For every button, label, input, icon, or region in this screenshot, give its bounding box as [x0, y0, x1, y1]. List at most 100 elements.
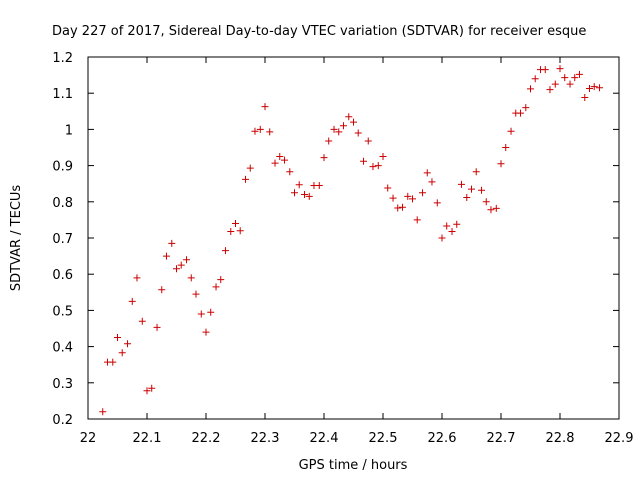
- x-tick-label: 22.2: [192, 431, 221, 446]
- x-tick-label: 22.7: [487, 431, 516, 446]
- data-point: [468, 185, 475, 193]
- data-point: [472, 168, 480, 176]
- data-point: [586, 84, 593, 92]
- data-point: [227, 227, 235, 235]
- data-point: [315, 182, 323, 190]
- data-point: [556, 65, 564, 73]
- data-point: [507, 127, 515, 135]
- y-axis: 0.2 0.3 0.4 0.5 0.6 0.7 0.8 0.9 1 1.1 1.2: [52, 51, 619, 428]
- data-point: [99, 408, 107, 416]
- data-point: [242, 175, 250, 183]
- data-point: [590, 83, 598, 91]
- data-point: [581, 94, 589, 102]
- data-point: [487, 206, 495, 214]
- x-tick-label: 22.8: [546, 431, 575, 446]
- data-point: [492, 204, 500, 212]
- y-tick-label: 0.8: [52, 196, 73, 211]
- data-point: [502, 144, 510, 151]
- data-point: [197, 310, 205, 318]
- data-point: [301, 191, 309, 199]
- data-point: [232, 220, 239, 228]
- data-point: [374, 162, 382, 170]
- data-point: [246, 164, 254, 172]
- data-point: [162, 252, 170, 260]
- data-point: [364, 137, 372, 145]
- data-point: [295, 181, 303, 189]
- data-point: [497, 160, 505, 168]
- y-tick-label: 0.4: [52, 341, 73, 356]
- data-point: [138, 317, 146, 325]
- data-point: [207, 308, 215, 316]
- data-point: [128, 297, 136, 305]
- data-point: [173, 265, 180, 273]
- data-point: [192, 290, 200, 298]
- data-point: [541, 66, 549, 74]
- data-point: [379, 153, 387, 161]
- data-point: [453, 220, 461, 228]
- data-point: [419, 189, 427, 197]
- x-tick-label: 22: [80, 431, 97, 446]
- data-point: [571, 74, 579, 82]
- x-tick-label: 22.5: [369, 431, 398, 446]
- data-point: [236, 227, 244, 235]
- data-point: [345, 113, 353, 121]
- data-point: [148, 384, 156, 392]
- data-point: [305, 192, 313, 200]
- data-point: [276, 153, 284, 161]
- data-point: [177, 261, 185, 269]
- x-axis-label: GPS time / hours: [299, 458, 408, 473]
- data-point: [384, 184, 392, 192]
- data-point: [546, 86, 554, 94]
- data-point: [212, 283, 220, 291]
- plot-frame: [87, 56, 620, 420]
- data-point: [133, 274, 141, 282]
- data-point: [271, 159, 279, 167]
- data-point: [596, 84, 604, 92]
- chart-title: Day 227 of 2017, Sidereal Day-to-day VTE…: [52, 24, 586, 39]
- data-point: [330, 125, 338, 133]
- data-point: [531, 75, 539, 83]
- data-point: [423, 169, 431, 177]
- y-tick-label: 0.5: [52, 304, 73, 319]
- data-point: [291, 189, 298, 197]
- data-point: [428, 178, 436, 186]
- data-point: [280, 156, 288, 164]
- data-point: [394, 204, 402, 212]
- data-point: [457, 180, 465, 188]
- data-point: [266, 128, 274, 136]
- y-tick-label: 1.1: [52, 87, 73, 102]
- data-point: [354, 129, 362, 137]
- data-point: [339, 122, 347, 130]
- data-point: [335, 128, 343, 136]
- y-tick-label: 0.7: [52, 232, 73, 247]
- y-tick-label: 0.6: [52, 268, 73, 283]
- data-point: [325, 137, 333, 145]
- data-point: [187, 274, 195, 282]
- data-point: [522, 104, 530, 112]
- data-point: [109, 358, 117, 366]
- y-tick-label: 0.2: [52, 413, 73, 428]
- data-point: [221, 247, 229, 255]
- data-point: [561, 74, 569, 82]
- data-point: [124, 340, 132, 348]
- data-point: [286, 168, 294, 176]
- data-point: [438, 234, 446, 242]
- data-point: [168, 239, 176, 247]
- data-point: [413, 216, 421, 224]
- x-axis: 22 22.1 22.2 22.3 22.4 22.5 22.6 22.7 22.8 22.9: [80, 57, 633, 446]
- data-point: [478, 186, 486, 194]
- data-point: [202, 328, 210, 336]
- y-tick-label: 1: [65, 123, 73, 138]
- data-point: [114, 334, 121, 342]
- data-series-sdtvar: [99, 65, 604, 416]
- data-point: [433, 199, 441, 207]
- x-tick-label: 22.4: [310, 431, 339, 446]
- y-tick-label: 0.9: [52, 160, 73, 175]
- data-point: [350, 118, 357, 126]
- data-point: [320, 154, 328, 162]
- data-point: [256, 125, 264, 133]
- data-point: [448, 227, 456, 235]
- data-point: [369, 163, 377, 171]
- x-tick-label: 22.6: [428, 431, 457, 446]
- data-point: [360, 157, 368, 165]
